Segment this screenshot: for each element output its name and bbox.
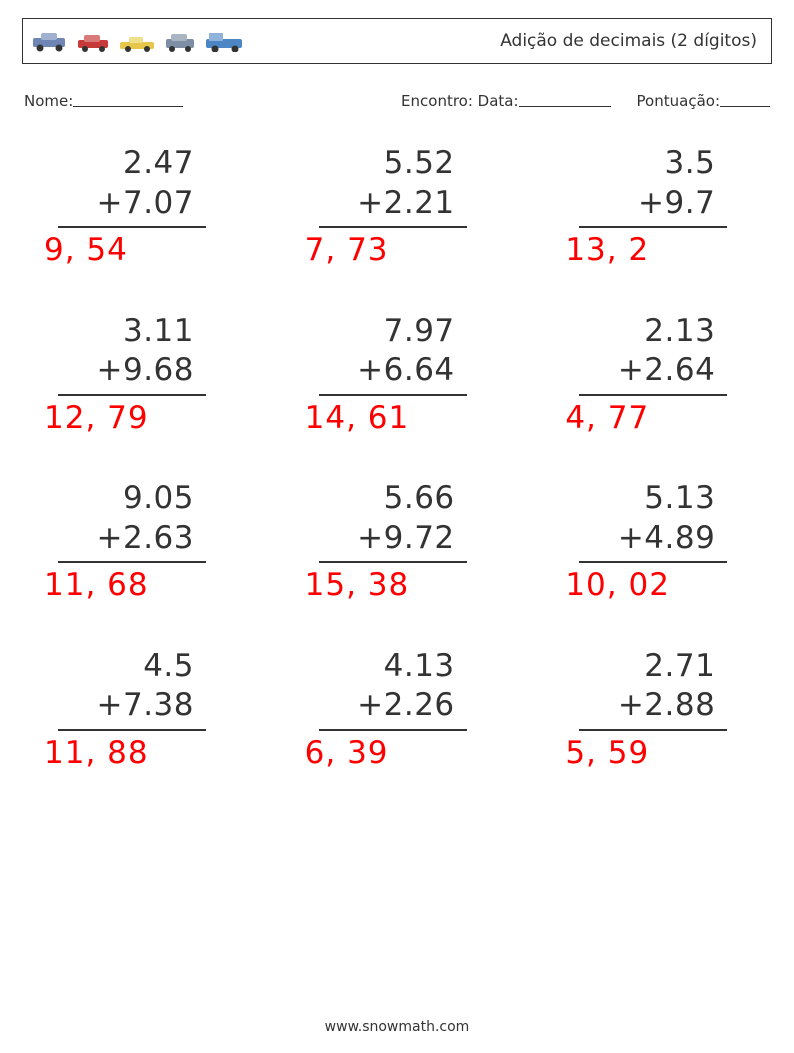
name-label: Nome: — [24, 92, 73, 110]
score-label: Pontuação: — [637, 92, 720, 110]
info-row: Nome: Encontro: Data: Pontuação: — [22, 92, 772, 110]
answer: 7, 73 — [301, 232, 491, 269]
operand-b: +2.26 — [301, 686, 491, 726]
rule-line — [58, 561, 206, 563]
answer: 5, 59 — [561, 735, 751, 772]
rule-line — [319, 226, 467, 228]
car-icon-5 — [203, 30, 247, 52]
date-blank — [519, 92, 611, 107]
operand-b: +2.21 — [301, 184, 491, 224]
operand-a: 4.5 — [40, 647, 230, 687]
operand-a: 3.5 — [561, 144, 751, 184]
answer: 15, 38 — [301, 567, 491, 604]
answer: 4, 77 — [561, 400, 751, 437]
operand-b: +9.7 — [561, 184, 751, 224]
rule-line — [579, 729, 727, 731]
rule-line — [319, 394, 467, 396]
car-icon-2 — [75, 32, 113, 52]
operand-a: 3.11 — [40, 312, 230, 352]
answer: 12, 79 — [40, 400, 230, 437]
operand-a: 5.13 — [561, 479, 751, 519]
problem-8: 5.66+9.72 15, 38 — [301, 479, 491, 605]
car-icon-1 — [29, 30, 71, 52]
operand-b: +2.64 — [561, 351, 751, 391]
header-bar: Adição de decimais (2 dígitos) — [22, 18, 772, 64]
problem-4: 3.11+9.68 12, 79 — [40, 312, 230, 438]
problem-3: 3.5+9.7 13, 2 — [561, 144, 751, 270]
operand-a: 9.05 — [40, 479, 230, 519]
answer: 9, 54 — [40, 232, 230, 269]
operand-b: +9.68 — [40, 351, 230, 391]
answer: 11, 88 — [40, 735, 230, 772]
operand-b: +4.89 — [561, 519, 751, 559]
operand-b: +6.64 — [301, 351, 491, 391]
worksheet-title: Adição de decimais (2 dígitos) — [500, 31, 757, 51]
operand-a: 5.66 — [301, 479, 491, 519]
rule-line — [58, 394, 206, 396]
problem-11: 4.13+2.26 6, 39 — [301, 647, 491, 773]
problem-6: 2.13+2.64 4, 77 — [561, 312, 751, 438]
rule-line — [579, 394, 727, 396]
operand-a: 2.47 — [40, 144, 230, 184]
rule-line — [319, 561, 467, 563]
operand-a: 2.71 — [561, 647, 751, 687]
car-icon-4 — [163, 32, 199, 52]
encounter-label: Encontro: Data: — [401, 92, 519, 110]
operand-b: +2.63 — [40, 519, 230, 559]
problem-1: 2.47+7.07 9, 54 — [40, 144, 230, 270]
operand-a: 5.52 — [301, 144, 491, 184]
name-blank — [73, 92, 183, 107]
operand-a: 7.97 — [301, 312, 491, 352]
rule-line — [579, 226, 727, 228]
rule-line — [579, 561, 727, 563]
answer: 11, 68 — [40, 567, 230, 604]
footer-url: www.snowmath.com — [0, 1019, 794, 1035]
car-icon-3 — [117, 34, 159, 52]
problem-10: 4.5+7.38 11, 88 — [40, 647, 230, 773]
car-icons — [29, 30, 247, 52]
rule-line — [58, 729, 206, 731]
problem-12: 2.71+2.88 5, 59 — [561, 647, 751, 773]
operand-b: +2.88 — [561, 686, 751, 726]
problem-9: 5.13+4.89 10, 02 — [561, 479, 751, 605]
operand-b: +9.72 — [301, 519, 491, 559]
problem-7: 9.05+2.63 11, 68 — [40, 479, 230, 605]
answer: 13, 2 — [561, 232, 751, 269]
rule-line — [58, 226, 206, 228]
answer: 10, 02 — [561, 567, 751, 604]
score-blank — [720, 92, 770, 107]
operand-a: 2.13 — [561, 312, 751, 352]
problem-2: 5.52+2.21 7, 73 — [301, 144, 491, 270]
answer: 6, 39 — [301, 735, 491, 772]
operand-b: +7.07 — [40, 184, 230, 224]
rule-line — [319, 729, 467, 731]
problems-grid: 2.47+7.07 9, 54 5.52+2.21 7, 73 3.5+9.7 13, 2… — [22, 144, 772, 772]
answer: 14, 61 — [301, 400, 491, 437]
problem-5: 7.97+6.64 14, 61 — [301, 312, 491, 438]
operand-b: +7.38 — [40, 686, 230, 726]
operand-a: 4.13 — [301, 647, 491, 687]
